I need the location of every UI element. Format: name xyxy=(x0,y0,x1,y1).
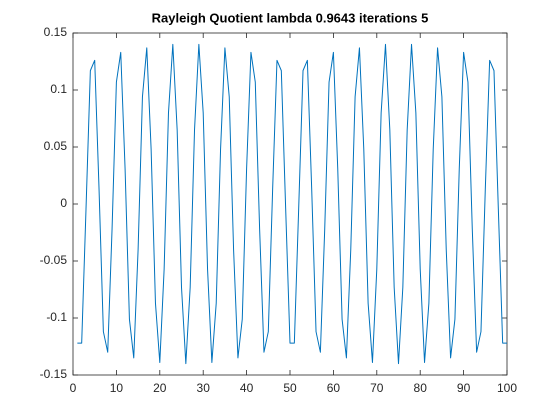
x-tick-label: 30 xyxy=(197,381,211,395)
x-tick-label: 40 xyxy=(240,381,254,395)
y-tick-label: -0.05 xyxy=(40,253,68,267)
y-tick-label: 0.05 xyxy=(44,139,68,153)
y-tick-label: -0.1 xyxy=(46,310,67,324)
y-tick-label: 0.15 xyxy=(44,25,68,39)
x-tick-label: 0 xyxy=(70,381,77,395)
y-tick-label: 0.1 xyxy=(50,82,67,96)
x-tick-label: 10 xyxy=(110,381,124,395)
x-tick-label: 60 xyxy=(327,381,341,395)
x-tick-label: 80 xyxy=(414,381,428,395)
chart-title: Rayleigh Quotient lambda 0.9643 iteratio… xyxy=(152,10,429,25)
data-line xyxy=(77,43,507,365)
axes-box xyxy=(72,32,508,376)
x-tick-label: 70 xyxy=(370,381,384,395)
x-tick-label: 90 xyxy=(457,381,471,395)
x-tick-label: 50 xyxy=(283,381,297,395)
y-tick-label: 0 xyxy=(60,196,67,210)
x-tick-label: 100 xyxy=(497,381,517,395)
y-tick-label: -0.15 xyxy=(40,367,68,381)
x-tick-label: 20 xyxy=(153,381,167,395)
